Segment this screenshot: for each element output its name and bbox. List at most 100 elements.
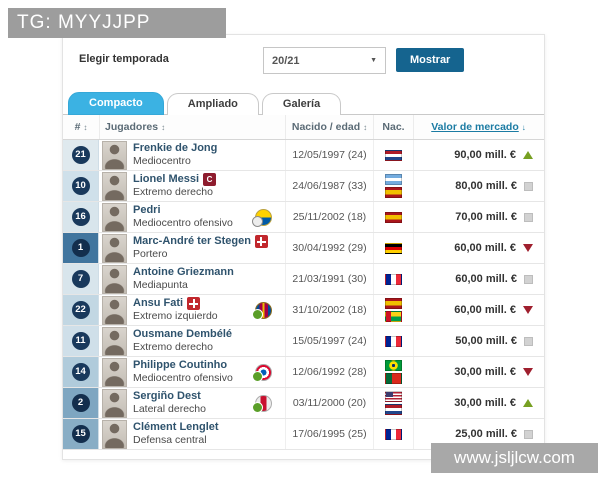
shirt-number-badge: 7 (71, 270, 90, 288)
player-cell: Clément Lenglet Defensa central (99, 419, 285, 449)
player-name-link[interactable]: Sergiño Dest (133, 390, 201, 403)
joined-from-barcelona-b-icon[interactable] (252, 301, 272, 320)
season-controls: Elegir temporada 20/21 ▼ Mostrar (63, 35, 544, 91)
tab-gallery[interactable]: Galería (261, 93, 342, 115)
player-name-link[interactable]: Ansu Fati (133, 297, 184, 310)
player-photo[interactable] (102, 295, 127, 325)
player-position: Mediocentro ofensivo (133, 217, 233, 230)
market-value-cell: 80,00 mill. € (413, 171, 543, 201)
shirt-number-cell: 1 (63, 233, 99, 263)
season-select[interactable]: 20/21 ▼ (263, 47, 386, 74)
season-label: Elegir temporada (79, 53, 169, 65)
nationality-cell (373, 264, 413, 294)
market-value-link[interactable]: 60,00 mill. € (454, 242, 516, 254)
market-value-link[interactable]: 80,00 mill. € (455, 180, 517, 192)
nationality-cell (373, 171, 413, 201)
player-name-link[interactable]: Pedri (133, 204, 161, 217)
header-number[interactable]: # ↕ (63, 115, 99, 139)
flag-spain-icon (385, 187, 402, 198)
player-photo[interactable] (102, 171, 127, 201)
player-position: Extremo izquierdo (133, 310, 218, 323)
player-info: Marc-André ter Stegen Portero (133, 235, 268, 261)
market-value-link[interactable]: 50,00 mill. € (455, 335, 517, 347)
injury-cross-icon (187, 297, 201, 311)
flag-guinea-bissau-icon (385, 311, 402, 322)
header-born-label: Nacido / edad (291, 121, 361, 133)
header-market-value[interactable]: Valor de mercado ↓ (413, 115, 543, 139)
flag-spain-icon (385, 211, 402, 223)
shirt-number-cell: 7 (63, 264, 99, 294)
watermark-bottom: www.jsljlcw.com (431, 443, 598, 473)
header-born-age[interactable]: Nacido / edad ↕ (285, 115, 373, 139)
market-value-link[interactable]: 90,00 mill. € (454, 149, 516, 161)
tab-extended[interactable]: Ampliado (166, 93, 259, 115)
value-unchanged-icon (524, 212, 533, 222)
market-value-cell: 90,00 mill. € (413, 140, 543, 170)
player-photo[interactable] (102, 326, 127, 356)
joined-from-ajax-icon[interactable] (252, 394, 272, 413)
injury-cross-icon (254, 235, 268, 249)
tab-compact[interactable]: Compacto (68, 92, 164, 115)
player-cell: Philippe Coutinho Mediocentro ofensivo (99, 357, 285, 387)
joined-from-las-palmas-icon[interactable] (252, 208, 272, 227)
born-age-cell: 12/06/1992 (28) (285, 357, 373, 387)
shirt-number-badge: 1 (71, 239, 90, 257)
player-photo[interactable] (102, 419, 127, 449)
market-value-link[interactable]: 60,00 mill. € (454, 304, 516, 316)
header-nationality[interactable]: Nac. (373, 115, 413, 139)
market-value-link[interactable]: 30,00 mill. € (454, 366, 516, 378)
chevron-down-icon: ▼ (370, 57, 377, 64)
player-name-link[interactable]: Marc-André ter Stegen (133, 235, 251, 248)
player-name-link[interactable]: Clément Lenglet (133, 421, 219, 434)
market-value-link[interactable]: 30,00 mill. € (454, 397, 516, 409)
player-name-link[interactable]: Philippe Coutinho (133, 359, 228, 372)
show-button[interactable]: Mostrar (396, 48, 465, 72)
born-age-cell: 24/06/1987 (33) (285, 171, 373, 201)
player-photo[interactable] (102, 140, 127, 170)
table-row: 21 Frenkie de Jong Mediocentro 12/05/199… (63, 140, 544, 171)
player-photo[interactable] (102, 233, 127, 263)
shirt-number-cell: 22 (63, 295, 99, 325)
market-value-link[interactable]: 70,00 mill. € (455, 211, 517, 223)
nationality-cell (373, 202, 413, 232)
header-players[interactable]: Jugadores ↕ (99, 115, 285, 139)
player-photo[interactable] (102, 388, 127, 418)
value-up-icon (523, 151, 533, 159)
market-value-link[interactable]: 25,00 mill. € (455, 428, 517, 440)
player-position: Lateral derecho (133, 403, 206, 416)
sort-icon: ↕ (83, 122, 88, 132)
shirt-number-badge: 11 (71, 332, 90, 350)
player-cell: Frenkie de Jong Mediocentro (99, 140, 285, 170)
player-name-link[interactable]: Frenkie de Jong (133, 142, 218, 155)
table-header-row: # ↕ Jugadores ↕ Nacido / edad ↕ Nac. Val… (63, 115, 544, 140)
born-age-cell: 15/05/1997 (24) (285, 326, 373, 356)
player-photo[interactable] (102, 357, 127, 387)
player-position: Mediapunta (133, 279, 188, 292)
header-number-label: # (74, 121, 81, 133)
player-position: Defensa central (133, 434, 207, 447)
value-unchanged-icon (524, 429, 533, 439)
player-position: Mediocentro (133, 155, 191, 168)
player-name-link[interactable]: Lionel Messi (133, 173, 200, 186)
loan-return-bayern-icon[interactable] (252, 363, 272, 382)
player-name-link[interactable]: Antoine Griezmann (133, 266, 234, 279)
value-unchanged-icon (524, 274, 533, 284)
header-nationality-label: Nac. (382, 121, 405, 133)
player-cell: Ousmane Dembélé Extremo derecho (99, 326, 285, 356)
player-info: Clément Lenglet Defensa central (133, 421, 219, 447)
player-position: Portero (133, 248, 168, 261)
header-players-label: Jugadores (105, 121, 159, 133)
shirt-number-badge: 16 (71, 208, 90, 226)
value-up-icon (523, 399, 533, 407)
player-info: Lionel Messi C Extremo derecho (133, 173, 217, 199)
flag-spain-icon (385, 298, 402, 309)
market-value-cell: 60,00 mill. € (413, 295, 543, 325)
player-photo[interactable] (102, 202, 127, 232)
player-name-link[interactable]: Ousmane Dembélé (133, 328, 233, 341)
player-info: Frenkie de Jong Mediocentro (133, 142, 217, 168)
season-select-value: 20/21 (272, 54, 300, 67)
market-value-link[interactable]: 60,00 mill. € (455, 273, 517, 285)
table-row: 1 Marc-André ter Stegen Portero 30/04/19… (63, 233, 544, 264)
flag-germany-icon (385, 242, 402, 254)
player-photo[interactable] (102, 264, 127, 294)
